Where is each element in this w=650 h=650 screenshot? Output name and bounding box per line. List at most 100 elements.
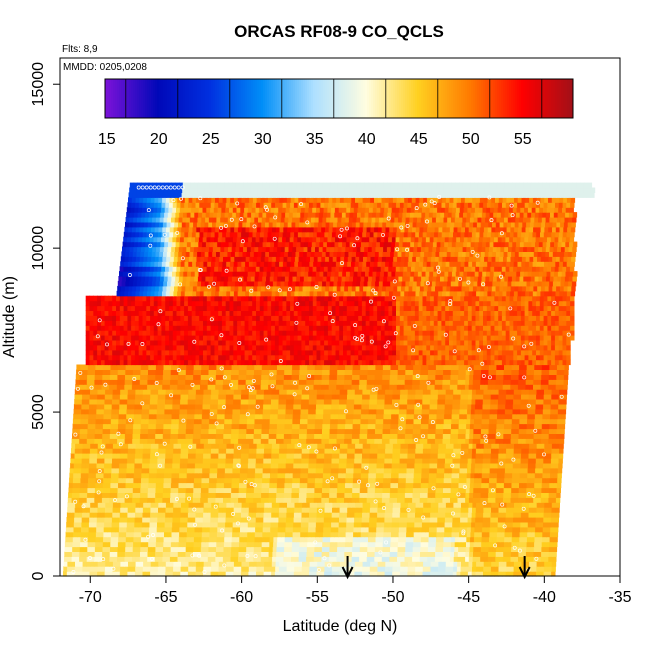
field-cell xyxy=(500,541,505,548)
field-cell xyxy=(235,482,240,489)
field-cell xyxy=(74,517,79,523)
field-cell xyxy=(485,418,490,425)
field-cell xyxy=(479,561,485,567)
field-cell xyxy=(96,521,101,528)
field-cell xyxy=(519,536,524,543)
field-cell xyxy=(498,512,503,518)
field-cell xyxy=(192,561,197,567)
field-cell xyxy=(393,551,398,557)
field-cell xyxy=(398,413,403,420)
field-cell xyxy=(71,561,76,567)
field-cell xyxy=(550,467,555,474)
field-cell xyxy=(456,512,461,518)
field-cell xyxy=(389,443,394,449)
field-cell xyxy=(108,399,113,405)
field-cell xyxy=(497,472,502,479)
field-cell xyxy=(95,531,101,538)
field-cell xyxy=(301,399,306,405)
field-cell xyxy=(445,458,450,464)
field-cell xyxy=(135,512,140,518)
field-cell xyxy=(224,526,230,533)
field-cell xyxy=(318,428,323,434)
field-cell xyxy=(143,384,148,390)
field-cell xyxy=(494,399,499,405)
field-cell xyxy=(449,561,454,567)
field-cell xyxy=(409,536,414,543)
field-cell xyxy=(307,531,313,538)
field-cell xyxy=(336,438,341,444)
field-cell xyxy=(109,438,114,444)
field-cell xyxy=(387,408,392,415)
field-cell xyxy=(334,408,339,415)
field-cell xyxy=(178,428,183,434)
field-cell xyxy=(486,521,491,528)
field-cell xyxy=(491,443,496,449)
field-cell xyxy=(553,477,558,484)
field-cell xyxy=(430,507,435,513)
field-cell xyxy=(274,526,279,533)
field-cell xyxy=(560,423,566,430)
field-cell xyxy=(520,512,526,518)
field-cell xyxy=(376,467,381,474)
field-cell xyxy=(491,389,496,395)
field-cell xyxy=(425,521,431,528)
field-cell xyxy=(97,571,102,577)
field-cell xyxy=(162,433,168,439)
field-cell xyxy=(444,517,450,523)
field-cell xyxy=(530,482,535,489)
field-cell xyxy=(182,482,187,489)
field-cell xyxy=(243,408,249,415)
field-cell xyxy=(76,423,81,430)
field-cell xyxy=(390,423,395,430)
field-cell xyxy=(200,492,205,498)
field-cell xyxy=(287,497,292,503)
field-cell xyxy=(276,551,281,557)
field-cell xyxy=(339,448,345,454)
field-cell xyxy=(156,536,161,543)
field-cell xyxy=(418,394,424,400)
field-cell xyxy=(501,467,506,474)
field-cell xyxy=(441,448,447,454)
field-cell xyxy=(442,551,448,557)
field-cell xyxy=(434,566,439,572)
field-cell xyxy=(77,458,83,464)
field-cell xyxy=(468,443,473,449)
field-cell xyxy=(186,482,191,489)
field-cell xyxy=(170,497,175,503)
field-cell xyxy=(441,389,447,395)
field-cell xyxy=(469,551,474,557)
field-cell xyxy=(120,448,125,454)
field-cell xyxy=(473,492,478,498)
field-cell xyxy=(388,448,394,454)
field-cell xyxy=(185,428,191,434)
field-cell xyxy=(206,403,211,410)
field-cell xyxy=(194,477,199,484)
field-cell xyxy=(556,482,562,489)
field-cell xyxy=(95,418,100,425)
field-cell xyxy=(338,467,343,474)
field-cell xyxy=(375,428,380,434)
field-cell xyxy=(403,399,408,405)
field-cell xyxy=(385,438,391,444)
field-cell xyxy=(232,531,237,538)
field-cell xyxy=(215,497,220,503)
field-cell xyxy=(230,502,235,508)
field-cell xyxy=(167,418,172,425)
field-cell xyxy=(455,526,460,533)
field-cell xyxy=(414,521,419,528)
field-cell xyxy=(473,536,479,543)
field-cell xyxy=(291,438,296,444)
field-cell xyxy=(323,408,328,415)
field-cell xyxy=(486,571,492,577)
field-cell xyxy=(264,502,269,508)
field-cell xyxy=(463,521,468,528)
field-cell xyxy=(389,492,395,498)
field-cell xyxy=(247,403,253,410)
field-cell xyxy=(259,462,264,469)
field-cell xyxy=(82,389,87,395)
field-cell xyxy=(279,566,284,572)
field-cell xyxy=(89,399,94,405)
field-cell xyxy=(435,433,440,439)
field-cell xyxy=(88,521,94,528)
field-cell xyxy=(527,467,532,474)
